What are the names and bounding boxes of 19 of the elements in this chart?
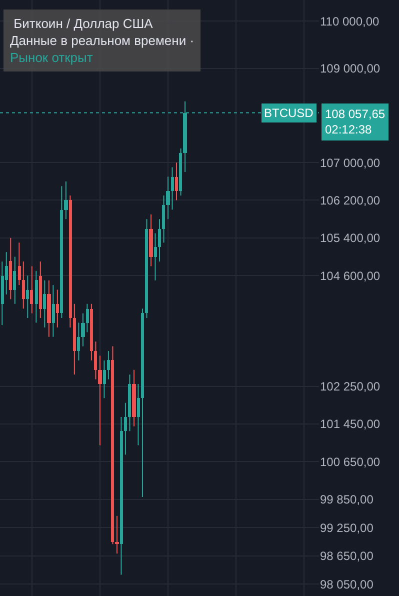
y-tick-label: 102 250,00 bbox=[320, 380, 380, 394]
text: 02:12:38 bbox=[325, 122, 372, 137]
ref-line-label: BTCUSD bbox=[264, 106, 314, 120]
y-tick-label: 98 050,00 bbox=[320, 577, 374, 592]
y-tick-label: 110 000,00 bbox=[320, 14, 380, 28]
text: 108 057,65 bbox=[325, 107, 386, 121]
y-tick-label: 105 400,00 bbox=[320, 231, 380, 246]
annotation: Рынок открыт bbox=[10, 50, 93, 65]
annotation: Биткоин / Доллар США bbox=[10, 16, 154, 31]
y-tick-label: 100 650,00 bbox=[320, 454, 380, 469]
y-tick-label: 99 250,00 bbox=[320, 520, 374, 535]
y-tick-label: 106 200,00 bbox=[320, 193, 380, 208]
y-tick-label: 109 000,00 bbox=[320, 62, 380, 76]
y-tick-label: 99 850,00 bbox=[320, 492, 374, 507]
annotation: Данные в реальном времени · bbox=[10, 32, 194, 48]
y-tick-label: 104 600,00 bbox=[320, 268, 380, 283]
y-tick-label: 107 000,00 bbox=[320, 156, 380, 170]
y-tick-label: 98 650,00 bbox=[320, 549, 374, 564]
y-tick-label: 101 450,00 bbox=[320, 417, 380, 432]
